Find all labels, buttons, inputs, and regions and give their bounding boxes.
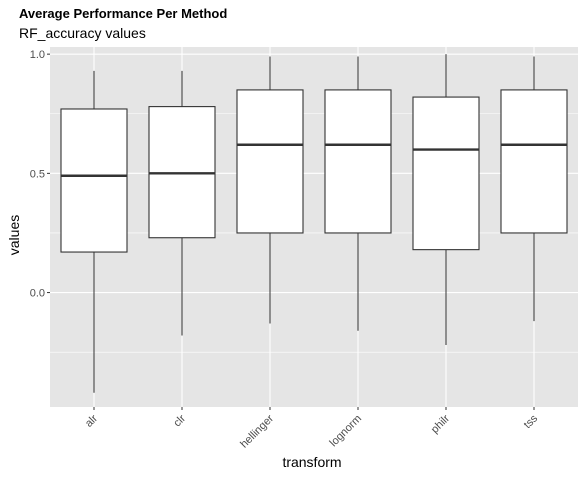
box-clr: [148, 70, 216, 336]
x-tick-label: philr: [429, 412, 452, 435]
x-axis-title: transform: [282, 454, 341, 470]
iqr-box: [412, 96, 480, 251]
y-tick-label: 0.0: [30, 288, 45, 300]
box-alr: [60, 70, 128, 393]
boxes: [60, 54, 568, 393]
y-tick-label: 0.5: [30, 168, 45, 180]
x-tick-label: tss: [522, 412, 541, 431]
x-tick-label: lognorm: [328, 413, 365, 450]
y-axis-title: values: [6, 215, 22, 255]
iqr-box: [500, 89, 568, 234]
box-tss: [500, 56, 568, 322]
plot-panel: [50, 47, 578, 407]
iqr-box: [324, 89, 392, 234]
box-philr: [412, 54, 480, 346]
iqr-box: [60, 108, 128, 253]
y-axis: 0.0 0.5 1.0: [30, 49, 50, 300]
box-lognorm: [324, 56, 392, 331]
x-tick-label: hellinger: [238, 412, 276, 450]
y-tick-label: 1.0: [30, 49, 45, 61]
x-tick-label: clr: [171, 412, 188, 429]
box-hellinger: [236, 56, 304, 324]
panel-background: [50, 47, 578, 407]
x-axis: alr clr hellinger lognorm philr tss: [83, 407, 540, 451]
chart-title: Average Performance Per Method: [19, 6, 227, 21]
iqr-box: [236, 89, 304, 234]
chart-subtitle: RF_accuracy values: [19, 25, 146, 41]
x-tick-label: alr: [83, 412, 100, 429]
